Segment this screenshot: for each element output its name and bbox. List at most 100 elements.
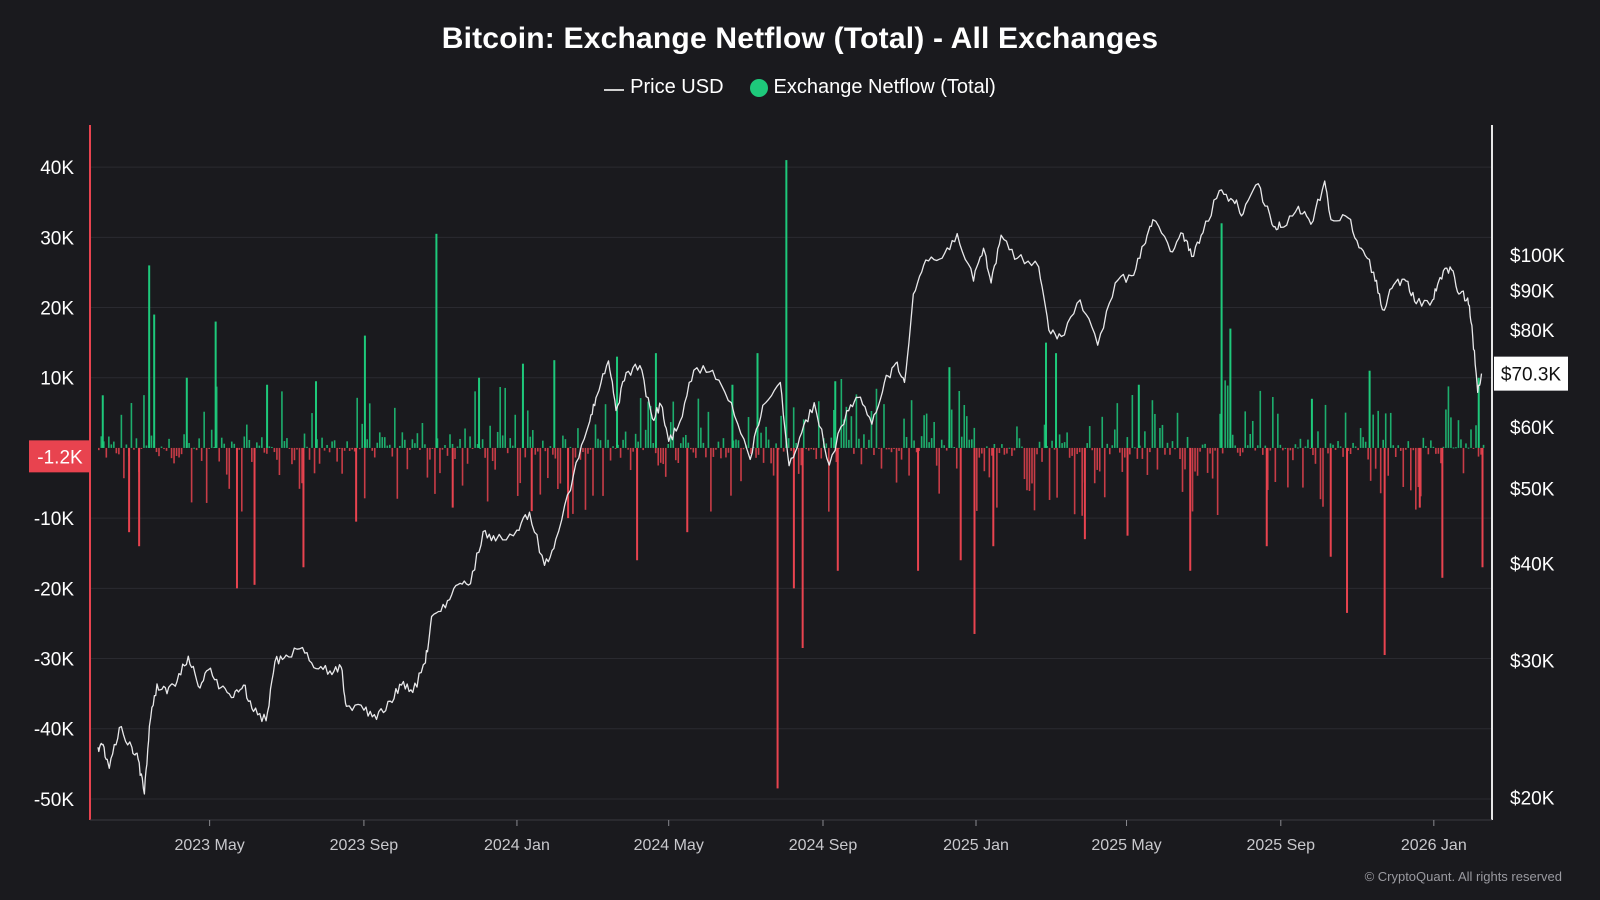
netflow-bar	[637, 441, 639, 448]
netflow-bar	[810, 447, 813, 450]
netflow-bar	[1455, 447, 1457, 449]
netflow-spike-bar	[1044, 342, 1047, 448]
netflow-bar	[710, 447, 712, 512]
netflow-bars	[98, 160, 1485, 789]
netflow-spike-bar	[801, 447, 804, 649]
netflow-bar	[1339, 446, 1342, 448]
netflow-bar	[316, 439, 318, 448]
netflow-bar	[1427, 447, 1430, 455]
netflow-bar	[1101, 416, 1104, 448]
netflow-bar	[993, 443, 996, 448]
netflow-bar	[582, 447, 584, 453]
netflow-bar	[1166, 442, 1169, 448]
netflow-bar	[584, 447, 587, 510]
current-price-label: $70.3K	[1501, 365, 1562, 386]
netflow-bar	[1239, 447, 1242, 457]
netflow-bar	[1314, 447, 1317, 464]
netflow-bar	[594, 424, 597, 448]
netflow-bar	[1008, 447, 1011, 449]
netflow-bar	[730, 447, 732, 496]
netflow-bar	[1038, 441, 1041, 448]
netflow-bar	[1176, 412, 1179, 448]
netflow-bar	[376, 442, 379, 448]
netflow-bar	[180, 447, 183, 455]
legend-item-price[interactable]: Price USD	[604, 76, 724, 99]
netflow-bar	[1113, 429, 1116, 448]
netflow-bar	[266, 447, 268, 454]
netflow-bar	[396, 447, 399, 499]
netflow-bar	[1023, 447, 1026, 480]
netflow-bar	[479, 447, 481, 449]
netflow-bar	[562, 435, 564, 448]
netflow-bar	[983, 447, 986, 472]
netflow-bar	[649, 405, 652, 448]
netflow-bar	[1417, 447, 1420, 488]
netflow-bar	[1437, 447, 1440, 454]
netflow-bar	[812, 447, 815, 450]
x-tick-label: 2024 Jan	[484, 837, 550, 854]
netflow-spike-bar	[1126, 447, 1129, 536]
netflow-bar	[1382, 439, 1385, 448]
netflow-bar	[1472, 447, 1475, 449]
netflow-bar	[988, 447, 991, 478]
netflow-bar	[1174, 447, 1176, 450]
netflow-bar	[1149, 447, 1151, 453]
y-right-tick-label: $100K	[1510, 246, 1565, 267]
y-left-tick-label: -40K	[34, 720, 74, 741]
netflow-spike-bar	[266, 384, 269, 448]
netflow-bar	[805, 447, 808, 450]
netflow-bar	[165, 447, 168, 451]
netflow-bar	[1397, 445, 1400, 448]
legend-dot-icon	[749, 78, 768, 97]
netflow-bar	[893, 447, 895, 450]
netflow-bar	[1204, 443, 1206, 448]
netflow-bar	[140, 447, 143, 449]
netflow-bar	[780, 415, 782, 448]
netflow-bar	[878, 447, 880, 449]
netflow-bar	[240, 447, 243, 512]
netflow-bar	[725, 447, 727, 458]
netflow-bar	[782, 447, 785, 452]
netflow-bar	[155, 447, 158, 453]
netflow-bar	[1001, 444, 1003, 448]
x-tick-label: 2023 Sep	[330, 837, 399, 854]
netflow-bar	[775, 443, 777, 448]
netflow-bar	[303, 433, 306, 448]
netflow-bar	[742, 447, 745, 450]
netflow-bar	[1462, 447, 1465, 474]
netflow-bar	[1254, 447, 1257, 451]
netflow-bar	[976, 447, 978, 511]
netflow-bar	[634, 433, 637, 448]
netflow-bar	[1136, 447, 1139, 459]
netflow-bar	[373, 447, 376, 458]
netflow-bar	[228, 447, 231, 489]
netflow-bar	[431, 447, 434, 449]
y-left-tick-label: -50K	[34, 790, 74, 811]
netflow-bar	[188, 442, 190, 448]
netflow-bar	[476, 444, 479, 448]
y-left-tick-label: 20K	[40, 299, 74, 320]
netflow-spike-bar	[1083, 447, 1086, 540]
y-right-tick-label: $20K	[1510, 788, 1555, 809]
netflow-bar	[456, 446, 459, 448]
netflow-bar	[419, 447, 421, 451]
netflow-bar	[1108, 447, 1111, 455]
netflow-bar	[1236, 447, 1239, 453]
netflow-bar	[1249, 433, 1252, 448]
netflow-bar	[792, 407, 795, 448]
netflow-spike-bar	[1418, 447, 1421, 508]
netflow-bar	[587, 447, 589, 454]
netflow-bar	[1226, 385, 1229, 448]
netflow-bar	[760, 432, 762, 448]
legend-item-netflow[interactable]: Exchange Netflow (Total)	[749, 76, 996, 99]
netflow-bar	[950, 409, 953, 448]
netflow-bar	[802, 419, 805, 448]
netflow-bar	[504, 387, 506, 448]
axes: 40K 30K 20K 10K -10K -20K -30K -40K -50K $100K $90…	[29, 125, 1568, 854]
netflow-bar	[1103, 447, 1106, 498]
netflow-bar	[1297, 447, 1299, 449]
netflow-bar	[797, 447, 800, 474]
netflow-bar	[537, 447, 539, 452]
netflow-bar	[343, 447, 346, 451]
